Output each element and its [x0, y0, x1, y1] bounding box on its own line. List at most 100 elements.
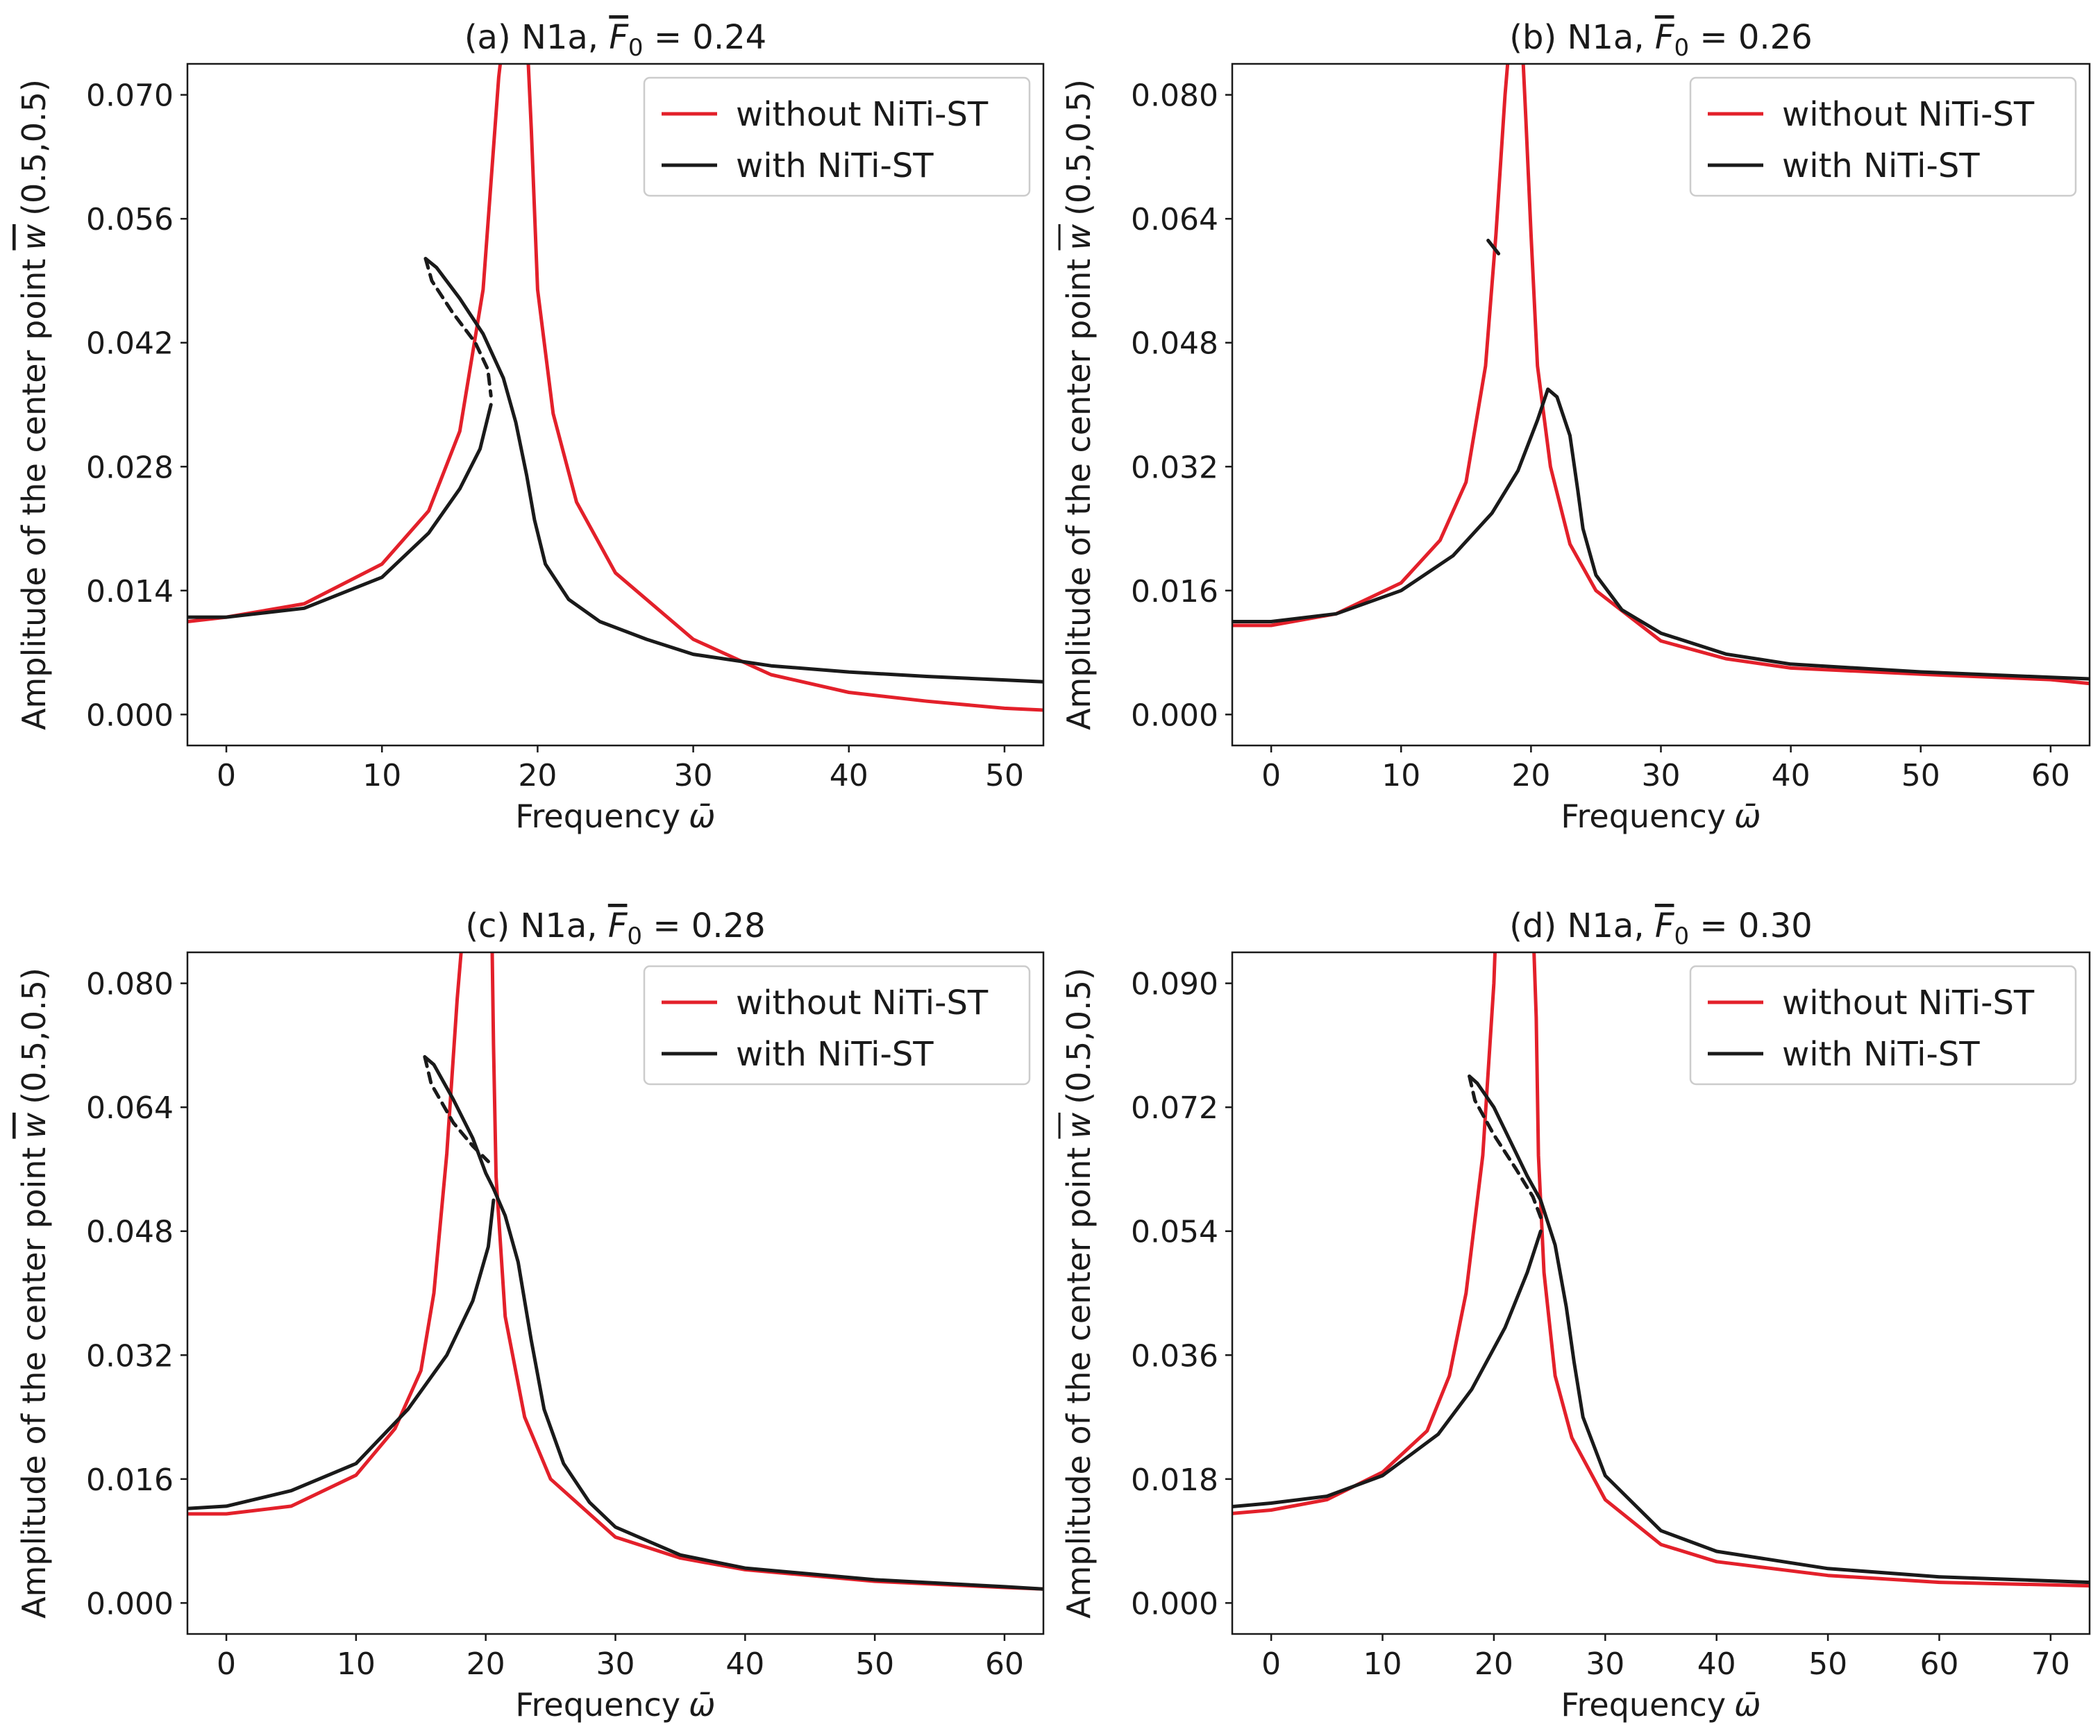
- y-tick-label: 0.016: [1131, 574, 1218, 609]
- y-axis-label-symbol: w: [1060, 1113, 1098, 1139]
- legend-label: with NiTi-ST: [736, 146, 934, 185]
- title-symbol: F: [1655, 18, 1675, 57]
- x-tick-label: 50: [985, 758, 1024, 793]
- y-tick-label: 0.064: [1131, 202, 1218, 237]
- legend-box: [1689, 965, 2077, 1086]
- plot-frame: [186, 62, 1045, 747]
- x-tick-label: 30: [1586, 1646, 1624, 1682]
- legend-label: with NiTi-ST: [736, 1035, 934, 1074]
- y-tick-label: 0.042: [86, 326, 174, 362]
- y-tick-label: 0.048: [86, 1215, 174, 1250]
- x-tick-label: 50: [1901, 758, 1940, 793]
- series-group: [1232, 64, 2090, 686]
- plot-frame: [1231, 951, 2091, 1635]
- series-line-with-niti-st: [187, 403, 493, 619]
- series-line-with-niti-st-unstable: [423, 1055, 490, 1163]
- title-prefix: (b) N1a,: [1509, 18, 1655, 57]
- y-axis-label-symbol: w: [1060, 224, 1098, 251]
- chart-title: (c) N1a, F0 = 0.28: [465, 907, 765, 950]
- legend-label: without NiTi-ST: [1782, 984, 2035, 1022]
- y-tick-label: 0.080: [86, 967, 174, 1002]
- title-prefix: (c) N1a,: [465, 907, 607, 945]
- legend: without NiTi-ST with NiTi-ST: [643, 76, 1031, 197]
- y-axis-label-text: Amplitude of the center point: [15, 259, 53, 730]
- x-axis-label-symbol: ω̄: [1734, 1686, 1761, 1724]
- x-axis-label-text: Frequency: [515, 798, 680, 835]
- y-axis-label: Amplitude of the center point w (0.5,0.5): [1060, 79, 1098, 730]
- y-axis-label-text: Amplitude of the center point: [15, 1147, 53, 1619]
- chart-panel-4: 0 10 20 30 40 50 60 70 0.000 0.018 0.036 0.054 0.072…: [1060, 907, 2091, 1724]
- series-line-without-niti-st: [187, 952, 463, 1516]
- x-axis-label-text: Frequency: [515, 1686, 680, 1724]
- legend: without NiTi-ST with NiTi-ST: [1689, 76, 2077, 197]
- x-axis-label-text: Frequency: [1561, 798, 1726, 835]
- chart-title: (b) N1a, F0 = 0.26: [1509, 18, 1812, 62]
- title-subscript: 0: [1674, 34, 1689, 62]
- y-axis-label-text: Amplitude of the center point: [1060, 1147, 1098, 1619]
- x-tick-label: 60: [985, 1646, 1024, 1682]
- x-tick-label: 60: [2031, 758, 2070, 793]
- x-tick-label: 40: [830, 758, 868, 793]
- x-tick-label: 30: [1642, 758, 1681, 793]
- y-tick-label: 0.070: [86, 78, 174, 114]
- y-tick-label: 0.032: [86, 1338, 174, 1374]
- y-axis-label-text: Amplitude of the center point: [1060, 259, 1098, 730]
- y-axis-label: Amplitude of the center point w (0.5,0.5): [15, 968, 53, 1619]
- x-tick-label: 20: [1511, 758, 1550, 793]
- x-tick-label: 0: [1261, 758, 1281, 793]
- y-tick-label: 0.032: [1131, 450, 1218, 485]
- y-tick-label: 0.048: [1131, 326, 1218, 362]
- legend-box: [1689, 76, 2077, 197]
- chart-panel-1: 0 10 20 30 40 50 0.000 0.014 0.028 0.042 0.056 0.07…: [15, 18, 1045, 835]
- series-line-without-niti-st: [1232, 952, 1497, 1515]
- series-line-with-niti-st-unstable: [1468, 1075, 1543, 1220]
- y-tick-label: 0.080: [1131, 78, 1218, 114]
- legend-label: with NiTi-ST: [1782, 146, 1980, 185]
- chart-title: (a) N1a, F0 = 0.24: [464, 18, 766, 62]
- y-axis-label-symbol: w: [15, 224, 53, 251]
- y-axis-label-suffix: (0.5,0.5): [1060, 968, 1098, 1104]
- y-tick-label: 0.016: [86, 1463, 174, 1498]
- x-tick-label: 50: [855, 1646, 894, 1682]
- y-axis-label-suffix: (0.5,0.5): [15, 79, 53, 216]
- x-tick-label: 30: [596, 1646, 635, 1682]
- chart-panel-2: 0 10 20 30 40 50 60 0.000 0.016 0.032 0.048 0.064 0.…: [1060, 18, 2091, 835]
- title-prefix: (d) N1a,: [1509, 907, 1655, 945]
- y-tick-label: 0.036: [1131, 1338, 1218, 1374]
- y-tick-label: 0.018: [1131, 1463, 1218, 1498]
- series-group: [1232, 952, 2090, 1588]
- title-suffix: = 0.28: [642, 907, 766, 945]
- title-subscript: 0: [1674, 922, 1689, 950]
- series-line-without-niti-st: [526, 64, 1043, 712]
- y-tick-label: 0.072: [1131, 1090, 1218, 1126]
- series-line-without-niti-st: [1521, 64, 2090, 686]
- y-axis-label-suffix: (0.5,0.5): [15, 968, 53, 1104]
- title-prefix: (a) N1a,: [464, 18, 610, 57]
- series-group: [187, 952, 1043, 1591]
- y-tick-label: 0.028: [86, 450, 174, 485]
- series-line-with-niti-st-unstable: [423, 257, 493, 398]
- y-tick-label: 0.090: [1131, 967, 1218, 1002]
- x-tick-label: 20: [1475, 1646, 1513, 1682]
- y-tick-label: 0.054: [1131, 1215, 1218, 1250]
- x-axis-label-text: Frequency: [1561, 1686, 1726, 1724]
- series-line-without-niti-st: [1232, 64, 1510, 627]
- x-tick-label: 50: [1808, 1646, 1847, 1682]
- x-tick-label: 10: [1363, 1646, 1402, 1682]
- x-tick-label: 40: [725, 1646, 764, 1682]
- y-axis-label: Amplitude of the center point w (0.5,0.5): [15, 79, 53, 730]
- x-tick-label: 10: [337, 1646, 376, 1682]
- x-tick-label: 70: [2031, 1646, 2070, 1682]
- x-tick-label: 20: [518, 758, 557, 793]
- y-tick-label: 0.000: [1131, 698, 1218, 733]
- series-line-with-niti-st: [423, 257, 1043, 684]
- legend-label: without NiTi-ST: [736, 95, 989, 134]
- legend: without NiTi-ST with NiTi-ST: [1689, 965, 2077, 1086]
- y-axis-label-symbol: w: [15, 1113, 53, 1139]
- series-line-with-niti-st: [423, 1055, 1043, 1591]
- x-tick-label: 0: [217, 1646, 236, 1682]
- x-tick-label: 0: [217, 758, 236, 793]
- series-line-with-niti-st: [187, 1198, 496, 1510]
- x-axis-label-symbol: ω̄: [689, 1686, 716, 1724]
